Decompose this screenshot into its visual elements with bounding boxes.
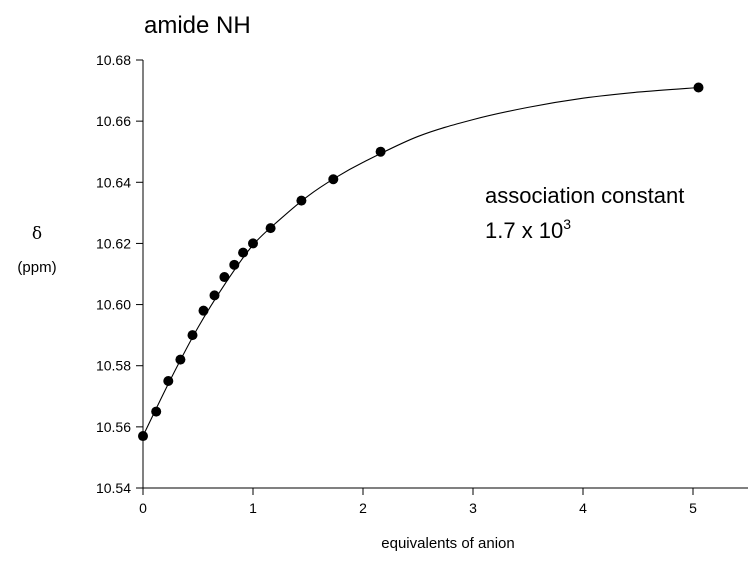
x-tick-label: 4 — [579, 500, 587, 516]
data-point — [296, 195, 307, 206]
annotation-exponent: 3 — [563, 216, 571, 232]
data-points — [138, 82, 704, 442]
y-axis-label: δ (ppm) — [17, 224, 56, 276]
x-axis-label: equivalents of anion — [381, 535, 514, 552]
data-point — [375, 146, 386, 157]
annotation-base: 1.7 x 10 — [485, 218, 563, 243]
data-point — [209, 290, 220, 301]
y-tick-label: 10.68 — [96, 52, 131, 68]
y-axis-unit: (ppm) — [17, 259, 56, 276]
chart-title: amide NH — [144, 12, 251, 39]
data-point — [328, 174, 339, 185]
y-tick-label: 10.54 — [96, 480, 131, 496]
data-point — [219, 272, 230, 283]
y-tick-label: 10.56 — [96, 419, 131, 435]
x-tick-label: 5 — [689, 500, 697, 516]
fit-curve-layer — [142, 86, 699, 437]
y-tick-label: 10.58 — [96, 358, 131, 374]
data-point — [265, 223, 276, 234]
y-tick-label: 10.66 — [96, 113, 131, 129]
axes — [142, 60, 748, 489]
x-tick-label: 3 — [469, 500, 477, 516]
annotation: association constant 1.7 x 103 — [485, 183, 684, 243]
y-tick-label: 10.62 — [96, 235, 131, 251]
data-point — [187, 330, 198, 341]
y-tick-label: 10.60 — [96, 297, 131, 313]
data-point — [138, 431, 148, 442]
annotation-line1: association constant — [485, 183, 684, 208]
data-point — [693, 82, 704, 93]
data-point — [175, 354, 186, 365]
data-point — [198, 305, 209, 316]
data-point — [248, 238, 258, 249]
x-tick-label: 1 — [249, 500, 257, 516]
data-point — [238, 247, 249, 258]
data-point — [229, 259, 240, 270]
fit-curve — [142, 86, 699, 437]
y-tick-label: 10.64 — [96, 174, 131, 190]
data-point — [151, 406, 162, 417]
axis-ticks: 0 1 2 3 4 5 10.54 10.56 10.58 10.60 10.62 10.64 10.6… — [96, 52, 697, 516]
x-tick-label: 0 — [139, 500, 147, 516]
data-point — [163, 376, 174, 386]
y-axis-symbol: δ — [32, 224, 42, 244]
annotation-line2: 1.7 x 103 — [485, 216, 571, 243]
x-tick-label: 2 — [359, 500, 367, 516]
